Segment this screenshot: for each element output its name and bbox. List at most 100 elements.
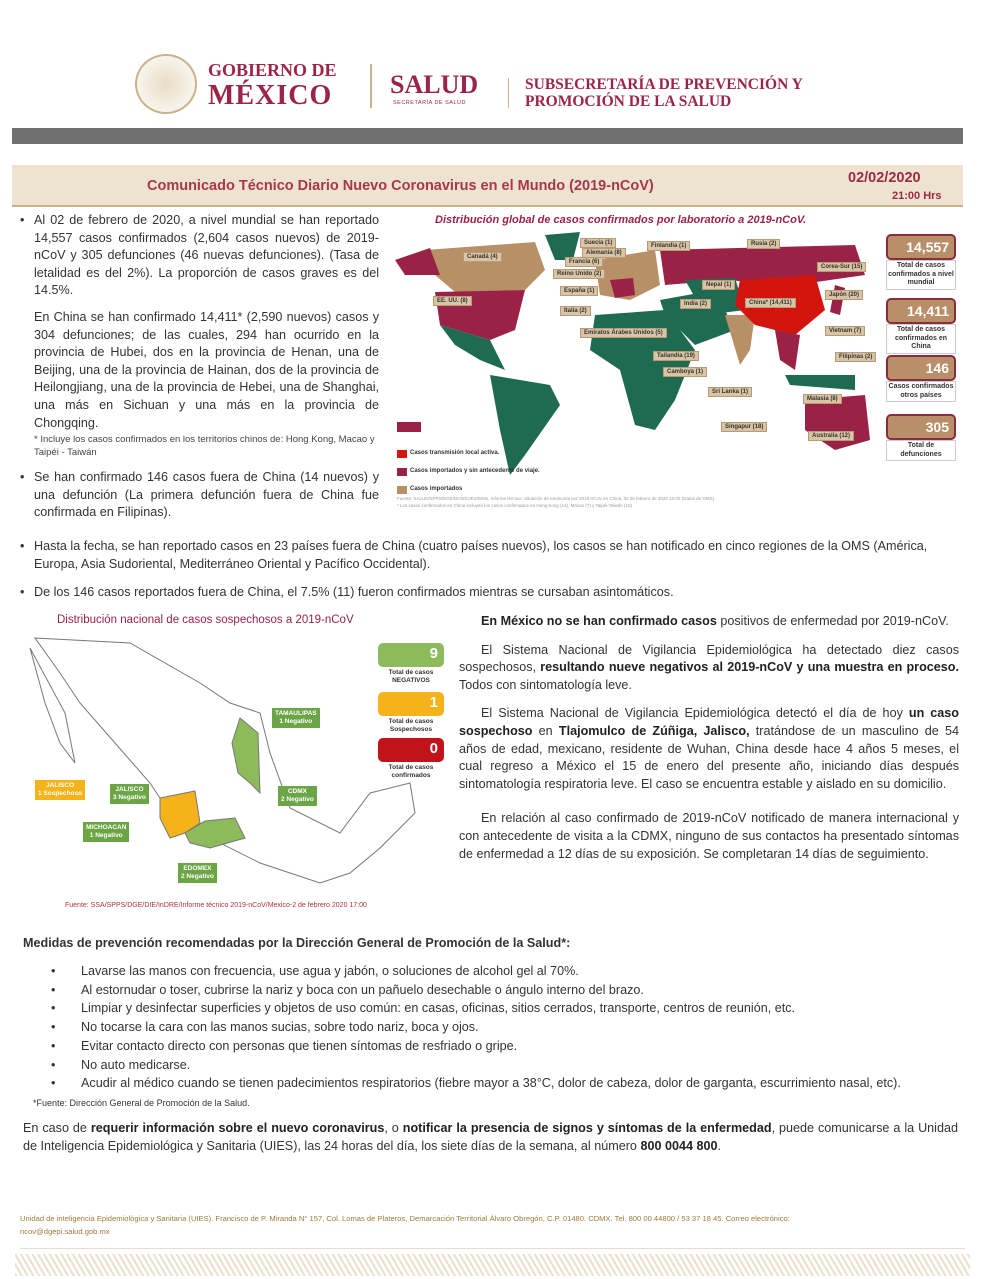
text: El Sistema Nacional de Vigilancia Epidem…	[459, 642, 959, 675]
country-label: Camboya (1)	[663, 367, 708, 377]
michoacan-edomex	[184, 817, 246, 849]
world-map-figure: Distribución global de casos confirmados…	[395, 210, 965, 510]
stat-caption: Total de casos Sospechosos	[388, 718, 434, 733]
country-label: Finlandia (1)	[647, 241, 691, 251]
footer-address: Unidad de inteligencia Epidemiológica y …	[20, 1214, 790, 1223]
south-america	[490, 375, 560, 475]
contacts-followup: En relación al caso confirmado de 2019-n…	[459, 811, 959, 861]
state-name: MICHOACAN	[86, 824, 127, 831]
phone-number: 800 0044 800	[640, 1138, 718, 1153]
mexico-map-title: Distribución nacional de casos sospechos…	[57, 614, 354, 626]
label-michoacan: MICHOACAN 1 Negativo	[83, 822, 130, 842]
label-jalisco-suspect: JALISCO 1 Sospechoso	[35, 780, 86, 800]
stat-negative: 9 Total de casos NEGATIVOS	[378, 643, 444, 685]
report-date: 02/02/2020	[848, 170, 921, 186]
state-name: CDMX	[287, 788, 307, 795]
country-label: Filipinas (2)	[835, 352, 877, 362]
stat-caption: Casos confirmados otros países	[886, 381, 956, 402]
contact-info: En caso de requerir información sobre el…	[23, 1120, 958, 1155]
gov-logo-line2: MÉXICO	[208, 80, 333, 111]
legend-label: Casos importados y sin antecedente de vi…	[410, 468, 540, 474]
state-name: TAMAULIPAS	[275, 710, 317, 717]
country-label: Tailandia (19)	[653, 351, 699, 361]
country-label: Nepal (1)	[702, 280, 736, 290]
uies-logo	[397, 422, 421, 432]
prevention-item: No auto medicarse.	[23, 1056, 963, 1075]
central-america	[440, 325, 505, 370]
world-map-title: Distribución global de casos confirmados…	[435, 214, 807, 226]
countries-summary: Hasta la fecha, se han reportado casos e…	[20, 538, 960, 573]
report-time: 21:00 Hrs	[892, 190, 942, 202]
world-map	[395, 232, 870, 475]
prevention-item: Lavarse las manos con frecuencia, use ag…	[23, 962, 963, 981]
mexico-no-confirmed: En México no se han confirmado casos pos…	[459, 613, 959, 631]
country-label: Emiratos Árabes Unidos (5)	[580, 328, 667, 338]
country-label: Francia (6)	[565, 257, 604, 267]
legend-local: Casos transmisión local activa.	[397, 450, 499, 458]
mexico-emblem-icon	[135, 54, 197, 114]
state-status: 1 Negativo	[89, 832, 123, 839]
tamaulipas	[231, 717, 261, 795]
legend-label: Casos importados	[410, 486, 463, 492]
mexico-map-source: Fuente: SSA/SPPS/DGE/DIE/InDRE/Informe t…	[65, 902, 367, 909]
footer-email[interactable]: ncov@dgepi.salud.gob.mx	[20, 1227, 110, 1236]
page-title: Comunicado Técnico Diario Nuevo Coronavi…	[147, 178, 654, 194]
stat-value: 1	[378, 692, 444, 716]
legend-imported-no-travel: Casos importados y sin antecedente de vi…	[397, 468, 540, 476]
stat-value: 14,411	[886, 298, 956, 324]
text: Todos con sintomatología leve.	[459, 677, 632, 692]
prevention-source: *Fuente: Dirección General de Promoción …	[33, 1098, 250, 1108]
prevention-list: Lavarse las manos con frecuencia, use ag…	[23, 962, 963, 1093]
stat-value: 9	[378, 643, 444, 667]
country-label: Reino Unido (2)	[553, 269, 606, 279]
alaska	[395, 248, 440, 275]
state-name: EDOMEX	[183, 865, 212, 872]
stat-suspect: 1 Total de casos Sospechosos	[378, 692, 444, 734]
footer-pattern	[15, 1254, 970, 1276]
southeast-asia	[775, 330, 800, 370]
subsecretaria-line2: PROMOCIÓN DE LA SALUD	[525, 93, 732, 110]
russia	[660, 245, 865, 285]
stat-caption: Total de casos confirmados en China	[886, 324, 956, 354]
country-label: Australia (12)	[808, 431, 855, 441]
country-label: Malasia (8)	[803, 394, 842, 404]
text: .	[717, 1138, 721, 1153]
divider	[370, 64, 372, 108]
country-label: China* (14,411)	[745, 298, 796, 308]
salud-logo: SALUD	[390, 70, 479, 99]
europe	[595, 250, 660, 300]
gov-logo-line1: GOBIERNO DE	[208, 60, 337, 80]
country-label: Corea-Sur (15)	[817, 262, 867, 272]
stat-confirmed: 0 Total de casos confirmados	[378, 738, 444, 780]
stat-world-cases: 14,557 Total de casos confirmados a nivel…	[886, 234, 956, 290]
bold-text: notificar la presencia de signos y sínto…	[402, 1121, 772, 1135]
salud-subtitle: SECRETARÍA DE SALUD	[393, 100, 466, 106]
state-status: 1 Negativo	[279, 718, 313, 725]
africa	[590, 310, 695, 430]
stat-other-countries: 146 Casos confirmados otros países	[886, 355, 956, 402]
stat-value: 0	[378, 738, 444, 762]
stat-caption: Total de defunciones	[886, 440, 956, 461]
state-status: 1 Sospechoso	[38, 790, 83, 797]
stat-value: 14,557	[886, 234, 956, 260]
country-label: Vietnam (7)	[825, 326, 866, 336]
mexico-map-figure: Distribución nacional de casos sospechos…	[20, 608, 460, 913]
stat-china-cases: 14,411 Total de casos confirmados en Chin…	[886, 298, 956, 354]
mexico-map	[29, 637, 416, 884]
stat-caption: Total de casos NEGATIVOS	[388, 669, 434, 684]
left-column: Al 02 de febrero de 2020, a nivel mundia…	[20, 212, 379, 522]
france-germany	[610, 278, 635, 298]
prevention-item: Al estornudar o toser, cubrirse la nariz…	[23, 981, 963, 1000]
bold-text: Tlajomulco de Zúñiga, Jalisco,	[558, 723, 750, 738]
label-jalisco-negative: JALISCO 3 Negativo	[110, 784, 149, 804]
legend-swatch	[397, 450, 407, 458]
legend-swatch	[397, 486, 407, 494]
bold-text: un caso sospechoso	[459, 706, 959, 738]
world-map-source: Fuente: SALUD/SPPS/DGE/DIOE/UIES/IEMx. I…	[397, 496, 716, 501]
india	[725, 315, 755, 365]
state-name: JALISCO	[115, 786, 144, 793]
divider	[508, 78, 509, 108]
bold-text: resultando nueve negativos al 2019-nCoV …	[540, 660, 959, 675]
country-label: Canadá (4)	[463, 252, 502, 262]
suspect-case-details: El Sistema Nacional de Vigilancia Epidem…	[459, 705, 959, 793]
